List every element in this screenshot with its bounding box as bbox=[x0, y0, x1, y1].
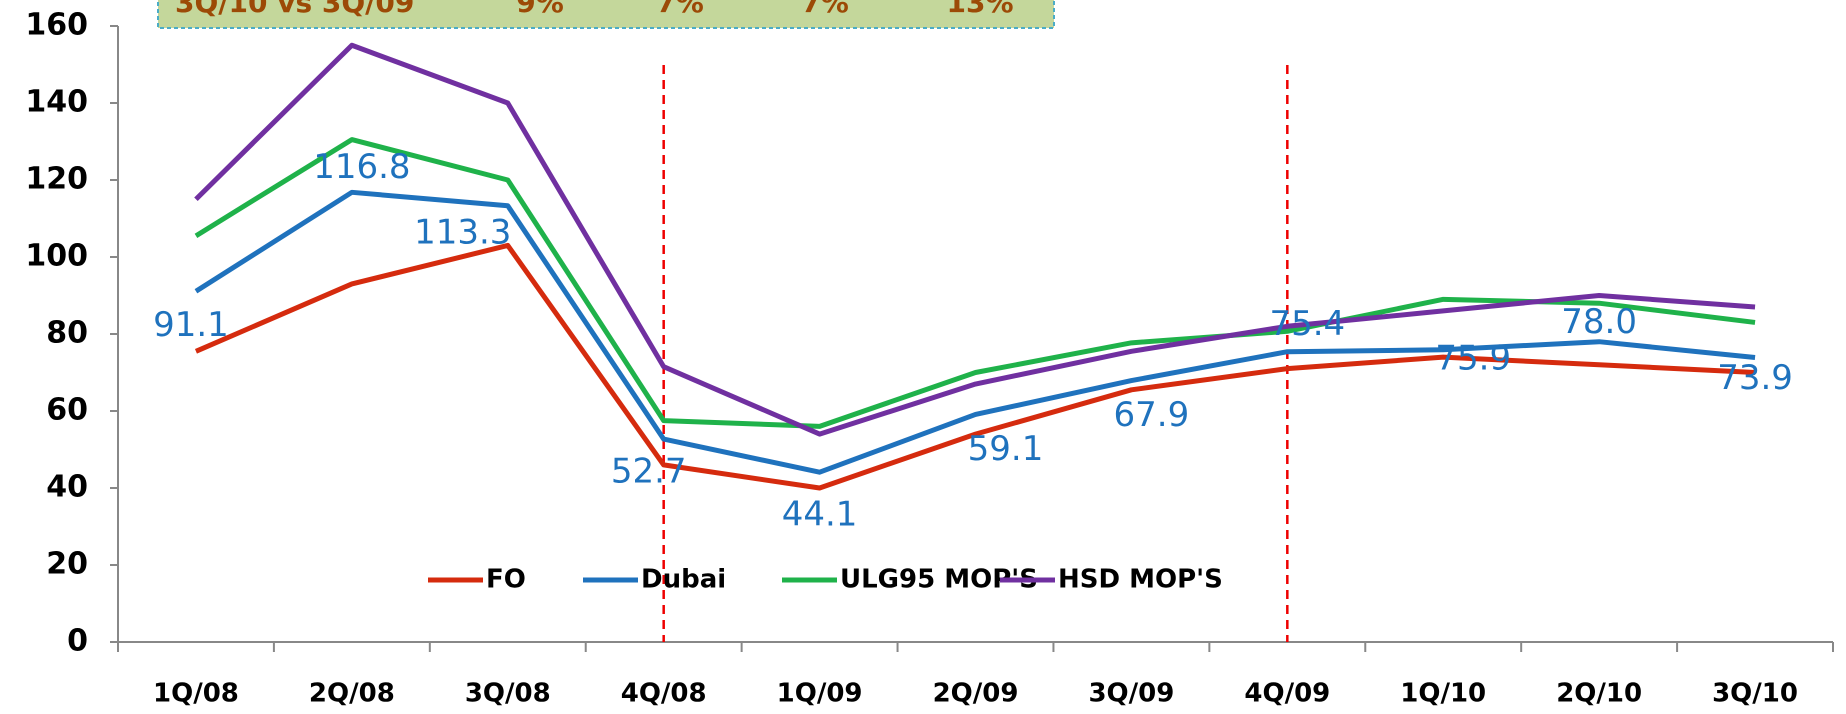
value-label: 52.7 bbox=[611, 452, 687, 492]
value-label: 44.1 bbox=[782, 495, 858, 535]
x-tick-label: 1Q/10 bbox=[1400, 679, 1486, 709]
annotation-row-label: 3Q/10 vs 3Q/09 bbox=[175, 0, 414, 19]
legend-label: HSD MOP'S bbox=[1058, 565, 1223, 595]
y-tick-label: 100 bbox=[25, 239, 88, 274]
annotation-box bbox=[157, 0, 1055, 29]
x-tick-label: 2Q/09 bbox=[933, 679, 1019, 709]
x-tick-label: 1Q/09 bbox=[777, 679, 863, 709]
x-tick-label: 3Q/08 bbox=[465, 679, 551, 709]
legend-label: FO bbox=[486, 565, 526, 595]
annotation-cell: 7% bbox=[656, 0, 704, 19]
value-label: 73.9 bbox=[1717, 358, 1793, 398]
value-label: 116.8 bbox=[313, 147, 410, 187]
annotation-cell: 13% bbox=[946, 0, 1013, 19]
x-tick-label: 2Q/10 bbox=[1556, 679, 1642, 709]
x-tick-label: 3Q/09 bbox=[1088, 679, 1174, 709]
value-label: 75.4 bbox=[1269, 304, 1345, 344]
value-label: 59.1 bbox=[968, 429, 1044, 469]
x-tick-label: 4Q/09 bbox=[1244, 679, 1330, 709]
y-tick-label: 0 bbox=[67, 624, 88, 659]
y-tick-label: 80 bbox=[46, 316, 88, 351]
x-tick-label: 4Q/08 bbox=[621, 679, 707, 709]
y-tick-label: 60 bbox=[46, 393, 88, 428]
value-label: 78.0 bbox=[1561, 302, 1637, 342]
y-tick-label: 140 bbox=[25, 85, 88, 120]
value-label: 91.1 bbox=[153, 305, 229, 345]
value-label: 67.9 bbox=[1114, 395, 1190, 435]
y-tick-label: 160 bbox=[25, 8, 88, 43]
series-line bbox=[194, 189, 1756, 475]
x-tick-label: 1Q/08 bbox=[153, 679, 239, 709]
y-tick-label: 40 bbox=[46, 470, 88, 505]
x-tick-label: 2Q/08 bbox=[309, 679, 395, 709]
series-line bbox=[194, 42, 1756, 437]
annotation-cell: 9% bbox=[516, 0, 564, 19]
legend-label: Dubai bbox=[641, 565, 726, 595]
value-label: 75.9 bbox=[1435, 338, 1511, 378]
y-tick-label: 20 bbox=[46, 547, 88, 582]
value-label: 113.3 bbox=[414, 212, 511, 252]
x-tick-label: 3Q/10 bbox=[1712, 679, 1798, 709]
series-line bbox=[194, 137, 1756, 429]
series-line bbox=[194, 242, 1756, 491]
annotation-cell: 7% bbox=[801, 0, 849, 19]
y-tick-label: 120 bbox=[25, 162, 88, 197]
